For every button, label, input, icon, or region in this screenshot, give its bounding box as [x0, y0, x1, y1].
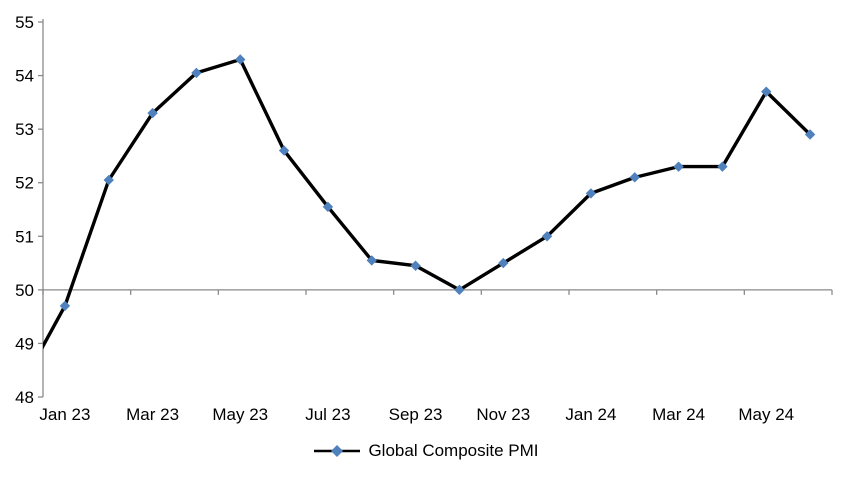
legend-diamond-icon: [331, 445, 344, 457]
data-point-marker: [235, 54, 246, 65]
data-point-marker: [147, 107, 158, 119]
data-point-marker: [278, 145, 290, 156]
x-axis-tick-label: Jan 23: [39, 405, 90, 424]
y-axis-tick-label: 49: [15, 334, 34, 353]
data-point-marker: [629, 172, 640, 183]
series-line-global-composite-pmi: [43, 57, 812, 350]
y-axis-tick-label: 51: [15, 227, 34, 246]
data-point-marker: [717, 161, 728, 172]
data-point-marker: [322, 201, 334, 213]
x-axis-tick-label: Sep 23: [389, 405, 443, 424]
x-axis-tick-label: Mar 24: [652, 405, 705, 424]
series-group: [43, 54, 816, 350]
data-point-marker: [498, 257, 509, 269]
data-point-marker: [191, 67, 202, 79]
data-point-marker: [585, 188, 597, 199]
legend-line-marker-icon: [314, 445, 361, 457]
data-point-marker: [410, 260, 421, 271]
y-axis-tick-label: 55: [15, 13, 34, 32]
y-axis-tick-label: 52: [15, 174, 34, 193]
x-axis-tick-label: May 24: [738, 405, 794, 424]
x-axis-tick-label: Mar 23: [126, 405, 179, 424]
x-axis-tick-label: Jul 23: [305, 405, 350, 424]
data-point-marker: [366, 255, 377, 266]
y-axis-tick-label: 53: [15, 120, 34, 139]
data-point-marker: [804, 129, 816, 140]
y-axis-tick-label: 54: [15, 67, 34, 86]
data-point-marker: [103, 174, 114, 186]
data-point-marker: [673, 161, 684, 172]
data-point-marker: [59, 300, 71, 312]
legend-label: Global Composite PMI: [368, 441, 539, 460]
legend: Global Composite PMI: [0, 439, 852, 463]
data-point-marker: [761, 86, 772, 97]
x-axis-tick-label: May 23: [212, 405, 268, 424]
y-axis-tick-label: 50: [15, 281, 34, 300]
y-axis-tick-label: 48: [15, 388, 34, 407]
data-point-marker: [454, 284, 465, 296]
data-point-marker: [541, 231, 553, 242]
x-axis-tick-label: Nov 23: [476, 405, 530, 424]
x-axis-tick-label: Jan 24: [565, 405, 616, 424]
